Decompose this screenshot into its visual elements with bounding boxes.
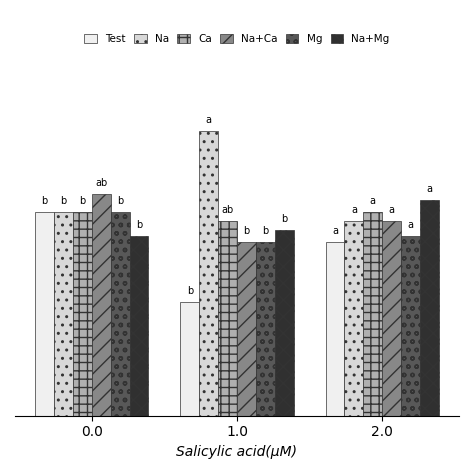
Text: b: b [262, 226, 268, 236]
Bar [363, 212, 382, 416]
Bar [199, 131, 218, 416]
X-axis label: Salicylic acid(μM): Salicylic acid(μM) [176, 445, 298, 459]
Bar [92, 194, 111, 416]
Bar [111, 212, 129, 416]
Text: a: a [351, 205, 357, 215]
Text: b: b [243, 226, 250, 236]
Bar [181, 302, 199, 416]
Text: a: a [408, 220, 413, 230]
Text: b: b [117, 196, 123, 206]
Text: b: b [42, 196, 48, 206]
Text: a: a [370, 196, 376, 206]
Text: ab: ab [221, 205, 234, 215]
Bar [218, 221, 237, 416]
Bar [35, 212, 54, 416]
Bar [54, 212, 73, 416]
Text: ab: ab [95, 178, 108, 188]
Bar [73, 212, 92, 416]
Bar [382, 221, 401, 416]
Text: b: b [79, 196, 85, 206]
Text: a: a [389, 205, 395, 215]
Bar [326, 242, 345, 416]
Bar [237, 242, 256, 416]
Bar [256, 242, 275, 416]
Bar [275, 230, 293, 416]
Legend: Test, Na, Ca, Na+Ca, Mg, Na+Mg: Test, Na, Ca, Na+Ca, Mg, Na+Mg [82, 32, 392, 46]
Bar [129, 236, 148, 416]
Text: a: a [332, 226, 338, 236]
Text: b: b [187, 286, 193, 296]
Bar [420, 200, 439, 416]
Bar [345, 221, 363, 416]
Text: b: b [281, 214, 287, 224]
Text: a: a [427, 184, 432, 194]
Text: b: b [136, 220, 142, 230]
Bar [401, 236, 420, 416]
Text: a: a [206, 115, 212, 125]
Text: b: b [60, 196, 67, 206]
